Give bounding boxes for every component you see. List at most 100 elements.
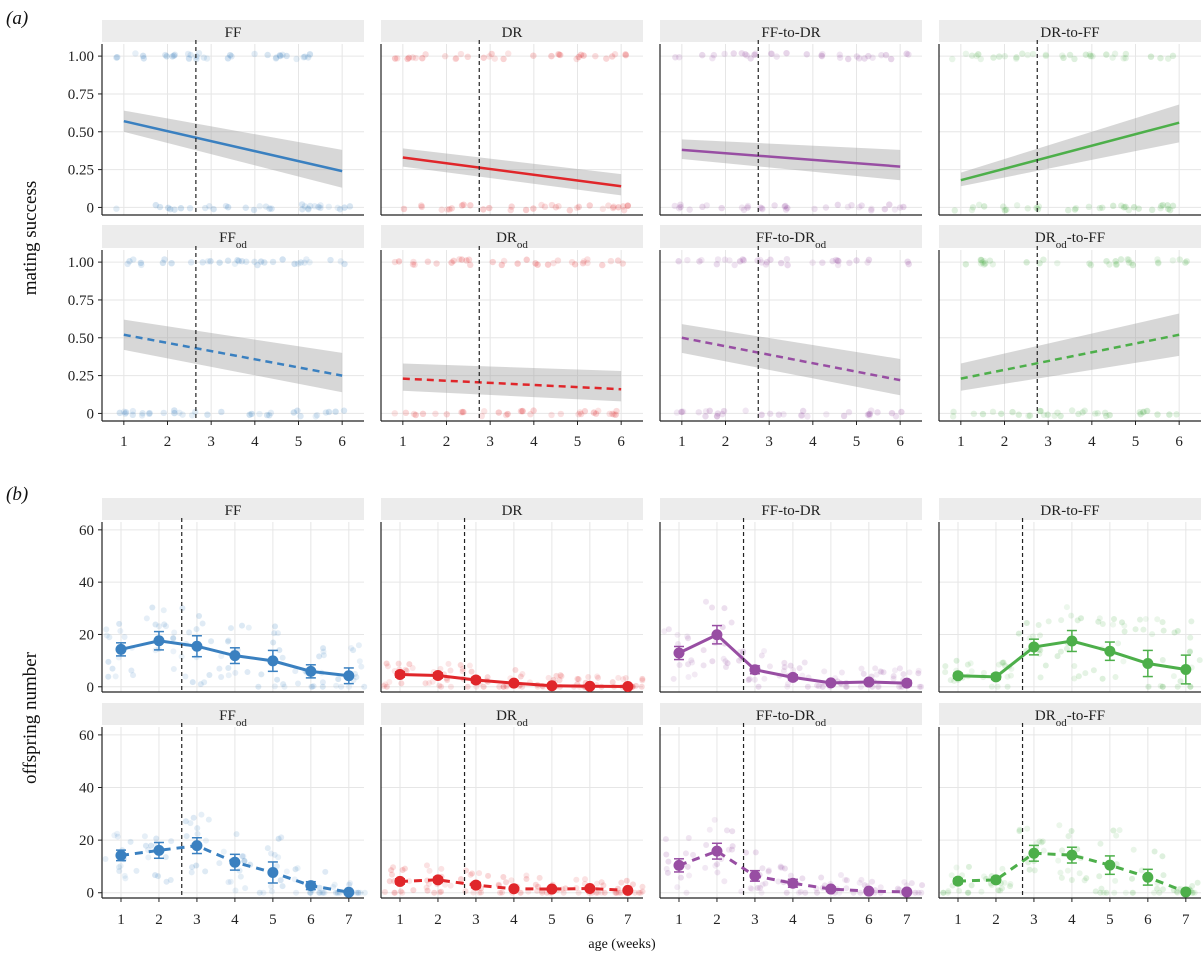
data-point — [438, 865, 445, 872]
data-point — [391, 55, 399, 62]
data-point — [619, 203, 627, 210]
data-point — [1099, 204, 1106, 211]
data-point — [1096, 204, 1104, 212]
data-point — [438, 888, 445, 895]
data-point — [617, 889, 624, 896]
data-point — [622, 51, 629, 58]
data-point — [444, 677, 451, 684]
data-point — [122, 410, 129, 417]
data-point — [530, 407, 537, 414]
data-point — [1115, 640, 1122, 647]
data-point — [637, 889, 644, 896]
data-point — [758, 259, 765, 266]
x-axis-title: age (weeks) — [588, 937, 656, 952]
data-point — [757, 884, 764, 891]
x-tick-label: 6 — [896, 434, 904, 450]
data-point — [1140, 408, 1147, 415]
data-point — [685, 635, 692, 642]
data-point — [450, 257, 457, 264]
data-point — [945, 888, 952, 895]
data-point — [548, 52, 555, 60]
data-point — [1154, 885, 1161, 892]
data-point — [1086, 51, 1093, 58]
data-point — [418, 203, 425, 211]
facet-panel: DR-to-FF — [938, 498, 1203, 693]
mean-point — [394, 668, 406, 680]
data-point — [452, 55, 459, 63]
data-point — [227, 878, 234, 885]
data-point — [1007, 672, 1014, 679]
data-point — [639, 888, 646, 895]
data-point — [962, 261, 970, 268]
data-point — [504, 410, 511, 418]
data-point — [1164, 202, 1171, 209]
mean-point — [673, 859, 685, 871]
data-point — [264, 845, 271, 852]
data-point — [1068, 407, 1076, 414]
data-point — [400, 205, 408, 213]
data-point — [1129, 261, 1137, 269]
data-point — [856, 204, 863, 211]
data-point — [207, 258, 214, 265]
data-point — [1096, 615, 1103, 622]
y-tick-label: 60 — [79, 728, 94, 744]
data-point — [556, 51, 563, 58]
data-point — [1036, 632, 1043, 639]
data-point — [401, 865, 408, 872]
data-point — [350, 647, 357, 654]
data-point — [1186, 648, 1193, 655]
data-point — [978, 256, 985, 264]
strip-background — [102, 20, 364, 42]
data-point — [1042, 52, 1050, 60]
data-point — [171, 409, 178, 417]
data-point — [307, 889, 314, 896]
data-point — [145, 854, 152, 861]
data-point — [970, 410, 978, 417]
data-point — [128, 667, 135, 674]
data-point — [714, 256, 722, 263]
data-point — [713, 412, 721, 420]
data-point — [294, 260, 302, 267]
data-point — [982, 260, 989, 267]
data-point — [536, 874, 543, 881]
mean-point — [1104, 859, 1116, 871]
data-point — [114, 833, 121, 840]
data-point — [777, 863, 784, 870]
data-point — [1094, 410, 1101, 417]
data-point — [155, 873, 162, 880]
data-point — [146, 410, 153, 418]
data-point — [702, 408, 710, 415]
data-point — [664, 869, 671, 876]
data-point — [170, 665, 177, 672]
data-point — [763, 259, 771, 266]
data-point — [874, 409, 881, 416]
data-point — [353, 889, 360, 896]
data-point — [782, 206, 790, 213]
x-tick-label: 2 — [992, 912, 1000, 928]
data-point — [307, 202, 314, 210]
y-tick-label: 0 — [87, 886, 95, 902]
data-point — [395, 258, 403, 265]
data-point — [752, 849, 759, 856]
data-point — [409, 665, 416, 672]
data-point — [422, 51, 429, 58]
data-point — [171, 206, 178, 213]
data-point — [218, 408, 225, 416]
data-point — [584, 256, 591, 263]
data-point — [999, 865, 1006, 872]
data-point — [595, 674, 602, 681]
x-tick-label: 7 — [624, 912, 632, 928]
data-point — [298, 201, 306, 208]
data-point — [167, 205, 174, 213]
data-point — [257, 258, 265, 265]
data-point — [263, 411, 271, 419]
data-point — [274, 630, 281, 637]
x-tick-label: 2 — [722, 434, 730, 450]
data-point — [1081, 877, 1088, 884]
data-point — [148, 842, 155, 849]
data-point — [995, 661, 1002, 668]
data-point — [916, 683, 923, 690]
data-point — [460, 201, 467, 208]
data-point — [319, 679, 326, 686]
data-point — [673, 409, 681, 416]
